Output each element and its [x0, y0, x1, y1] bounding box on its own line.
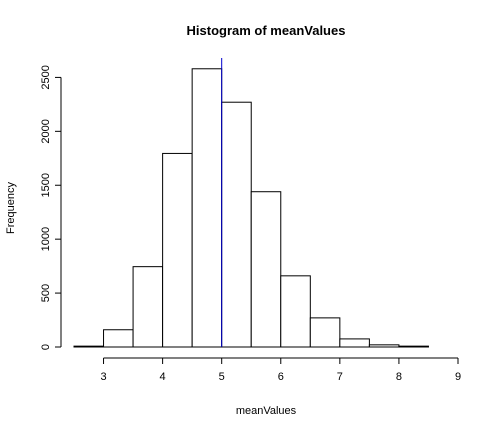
histogram-bar-10: [368, 344, 400, 348]
x-tick-label: 3: [100, 371, 106, 383]
y-axis: 0 500 1000 1500 2000 2500: [40, 65, 62, 350]
x-tick-label: 9: [455, 371, 461, 383]
histogram-bar-6: [250, 191, 282, 348]
histogram-bar-4: [191, 68, 223, 348]
y-tick-label: 1000: [40, 227, 52, 251]
histogram-bar-11: [398, 345, 429, 348]
histogram-bar-1: [103, 329, 134, 348]
histogram-bar-2: [132, 266, 164, 348]
chart-title: Histogram of meanValues: [187, 23, 346, 38]
histogram-bar-0: [73, 345, 105, 348]
y-tick-label: 500: [40, 284, 52, 302]
x-tick-label: 4: [160, 371, 166, 383]
x-axis: 3 4 5 6 7 8 9: [100, 357, 461, 383]
histogram-bar-7: [280, 275, 311, 348]
y-axis-label: Frequency: [5, 182, 17, 234]
x-tick-label: 6: [278, 371, 284, 383]
histogram-bar-5: [221, 101, 252, 348]
histogram-bars: [73, 68, 429, 348]
y-tick-label: 0: [40, 344, 52, 350]
x-tick-label: 8: [396, 371, 402, 383]
histogram-bar-8: [309, 317, 341, 348]
y-tick-label: 2500: [40, 65, 52, 89]
x-axis-label: meanValues: [236, 405, 297, 417]
y-tick-label: 2000: [40, 119, 52, 143]
x-tick-label: 5: [219, 371, 225, 383]
histogram-bar-9: [339, 338, 370, 348]
y-tick-label: 1500: [40, 173, 52, 197]
histogram-bar-3: [162, 152, 193, 348]
x-tick-label: 7: [337, 371, 343, 383]
